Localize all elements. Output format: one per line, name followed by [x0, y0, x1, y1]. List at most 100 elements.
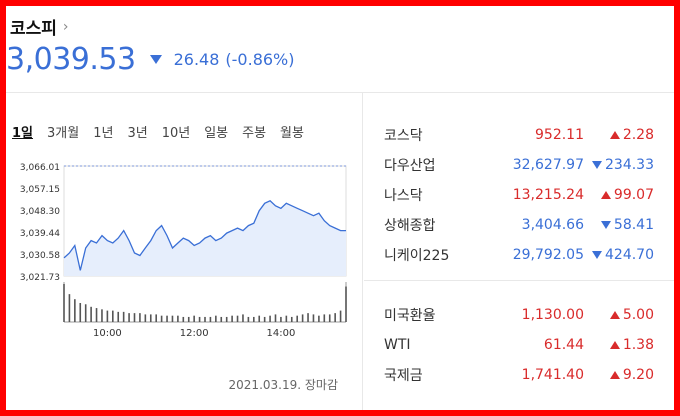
index-name[interactable]: 나스닥: [384, 188, 423, 204]
volume-bar: [90, 306, 92, 322]
index-row[interactable]: WTI 61.44 1.38: [364, 330, 674, 360]
index-row[interactable]: 니케이225 29,792.05 424.70: [364, 240, 674, 270]
volume-bar: [182, 316, 185, 322]
volume-bar: [122, 311, 125, 322]
index-change-value: 99.07: [613, 187, 654, 203]
volume-bar: [339, 310, 342, 322]
volume-bar: [101, 309, 103, 322]
index-name[interactable]: 상해종합: [384, 218, 436, 234]
x-tick-label: 10:00: [93, 328, 122, 339]
price-line: [63, 200, 346, 271]
index-value: 61.44: [543, 337, 584, 353]
y-tick-label: 3,048.30: [20, 207, 60, 217]
up-triangle-icon: [600, 191, 611, 199]
x-tick-label: 12:00: [180, 328, 209, 339]
index-name[interactable]: 국제금: [384, 368, 423, 384]
index-change-value: 1.38: [622, 337, 654, 353]
tab-weekly-candle[interactable]: 주봉: [242, 126, 267, 141]
index-change: 9.20: [609, 367, 654, 383]
tab-monthly-candle[interactable]: 월봉: [280, 126, 304, 141]
index-name[interactable]: 니케이225: [384, 248, 450, 264]
tab-3m[interactable]: 3개월: [47, 126, 80, 141]
index-name[interactable]: 미국환율: [384, 308, 436, 324]
y-tick-label: 3,057.15: [20, 185, 60, 195]
index-value: 3,404.66: [521, 217, 584, 233]
up-triangle-icon: [609, 311, 620, 319]
volume-bar: [155, 314, 157, 322]
chart-panel: 1일 3개월 1년 3년 10년 일봉 주봉 월봉 3,066.01 3,057.…: [6, 92, 360, 410]
volume-bar: [334, 313, 336, 322]
y-tick-label: 3,030.58: [20, 251, 60, 261]
tab-10y[interactable]: 10년: [161, 126, 191, 141]
chevron-right-icon[interactable]: ›: [62, 18, 69, 35]
volume-bar: [328, 314, 331, 322]
volume-bar: [269, 315, 271, 322]
index-value: 32,627.97: [512, 157, 584, 173]
volume-bar: [204, 316, 206, 322]
index-change: 234.33: [592, 157, 654, 173]
y-tick-label: 3,021.73: [20, 273, 60, 283]
tab-1d[interactable]: 1일: [12, 126, 34, 141]
volume-bar: [139, 313, 141, 322]
index-value: 1,130.00: [521, 307, 584, 323]
index-change-value: 5.00: [622, 307, 654, 323]
index-change-value: 2.28: [622, 127, 654, 143]
volume-bar: [133, 313, 136, 322]
down-triangle-icon: [592, 161, 602, 169]
volume-bar: [247, 316, 250, 322]
volume-bar: [68, 294, 71, 322]
volume-bar: [187, 316, 190, 322]
index-row[interactable]: 나스닥 13,215.24 99.07: [364, 180, 674, 210]
volume-bar: [285, 315, 288, 322]
volume-bar: [79, 303, 82, 322]
volume-bar: [117, 311, 120, 322]
index-row[interactable]: 상해종합 3,404.66 58.41: [364, 210, 674, 240]
volume-bar: [84, 304, 87, 322]
indices-panel: 코스닥 952.11 2.28 다우산업 32,627.97 234.33 나스닥 13,21…: [364, 92, 674, 410]
x-tick-label: 14:00: [267, 328, 296, 339]
index-change-value: 58.41: [613, 217, 654, 233]
index-change-value: 9.20: [622, 367, 654, 383]
index-name[interactable]: WTI: [384, 337, 411, 353]
volume-bar: [242, 314, 244, 322]
index-name[interactable]: 다우산업: [384, 158, 436, 174]
tab-1y[interactable]: 1년: [93, 126, 114, 141]
index-change-value: 424.70: [605, 247, 654, 263]
y-tick-label: 3,066.01: [20, 163, 60, 173]
volume-bar: [74, 299, 76, 322]
index-name[interactable]: 코스닥: [384, 128, 423, 144]
index-row[interactable]: 국제금 1,741.40 9.20: [364, 360, 674, 390]
volume-bar: [323, 314, 326, 322]
volume-bar: [236, 315, 239, 322]
index-row[interactable]: 미국환율 1,130.00 5.00: [364, 300, 674, 330]
volume-bar: [128, 313, 130, 322]
index-row[interactable]: 다우산업 32,627.97 234.33: [364, 150, 674, 180]
volume-bar: [171, 315, 174, 322]
tab-daily-candle[interactable]: 일봉: [204, 126, 229, 141]
tab-3y[interactable]: 3년: [127, 126, 148, 141]
title-row[interactable]: 코스피 ›: [10, 14, 69, 40]
volume-bar: [106, 310, 109, 322]
down-triangle-icon: [592, 251, 602, 259]
index-row[interactable]: 코스닥 952.11 2.28: [364, 120, 674, 150]
index-value: 1,741.40: [521, 367, 584, 383]
volume-bar: [198, 316, 201, 322]
volume-bar: [301, 314, 304, 322]
volume-bar: [296, 315, 298, 322]
volume-bar: [253, 316, 255, 322]
volume-bar: [63, 284, 65, 322]
up-triangle-icon: [609, 341, 620, 349]
index-change: 99.07: [600, 187, 654, 203]
index-chart[interactable]: 3,066.01 3,057.15 3,048.30 3,039.44 3,030.58…: [6, 152, 356, 342]
volume-bar: [95, 308, 98, 322]
volume-bar: [307, 313, 309, 322]
index-title[interactable]: 코스피: [10, 19, 57, 39]
volume-bar: [160, 315, 163, 322]
price-change-percent: (-0.86%): [225, 50, 295, 69]
volume-bar: [112, 310, 114, 322]
index-change: 1.38: [609, 337, 654, 353]
volume-bar: [280, 316, 282, 322]
down-triangle-icon: [600, 221, 611, 229]
current-price: 3,039.53: [6, 42, 136, 77]
